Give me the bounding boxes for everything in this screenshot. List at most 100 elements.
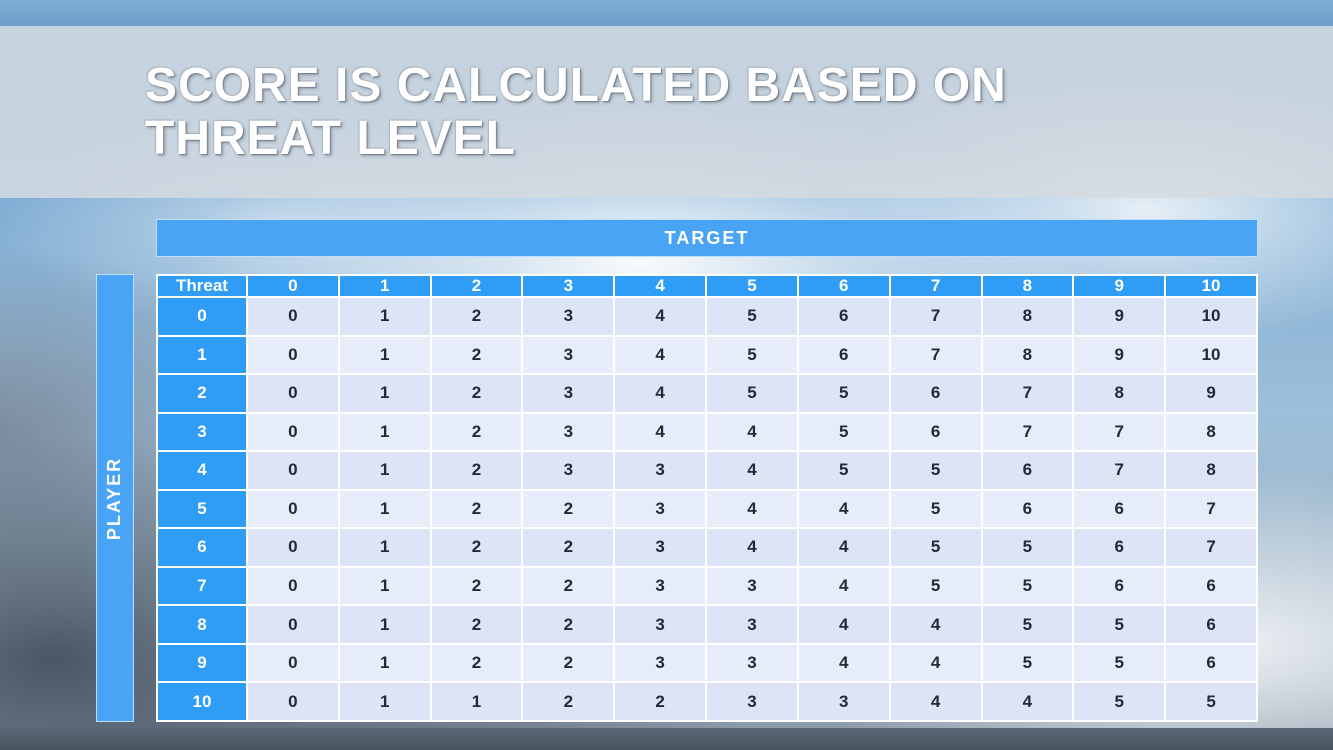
slide-title: SCORE IS CALCULATED BASED ON THREAT LEVE…	[145, 59, 1007, 165]
matrix-cell-r9-c1: 1	[337, 642, 432, 684]
matrix-cell-r0-c1: 1	[337, 296, 432, 337]
matrix-cell-r6-c7: 5	[888, 527, 983, 568]
matrix-cell-r0-c0: 0	[246, 296, 340, 337]
matrix-cell-r6-c8: 5	[980, 527, 1075, 568]
matrix-cell-r8-c3: 2	[521, 604, 616, 645]
matrix-cell-r5-c5: 4	[705, 488, 799, 530]
matrix-cell-r6-c9: 6	[1072, 527, 1167, 568]
matrix-cell-r4-c9: 7	[1072, 450, 1167, 491]
matrix-cell-r10-c4: 2	[613, 681, 708, 722]
matrix-col-header-0: 0	[246, 274, 340, 298]
matrix-col-header-4: 4	[613, 274, 708, 298]
score-matrix-table: Threat 0 1 2 3 4 5 6 7 8 9 10 0 0 1 2 3 4 5 6 7 8 9 10 1 0 1 2 3 4 5 6 7…	[156, 274, 1258, 722]
matrix-row-header-10: 10	[156, 681, 248, 722]
matrix-cell-r8-c10: 6	[1164, 604, 1258, 645]
matrix-row-header-4: 4	[156, 450, 248, 491]
matrix-cell-r10-c5: 3	[705, 681, 799, 722]
bottom-strip	[0, 728, 1333, 750]
matrix-cell-r3-c0: 0	[246, 411, 340, 453]
matrix-cell-r4-c6: 5	[796, 450, 891, 491]
matrix-cell-r10-c8: 4	[980, 681, 1075, 722]
matrix-cell-r3-c10: 8	[1164, 411, 1258, 453]
matrix-cell-r8-c5: 3	[705, 604, 799, 645]
matrix-cell-r5-c4: 3	[613, 488, 708, 530]
matrix-row-header-1: 1	[156, 334, 248, 376]
matrix-row-header-9: 9	[156, 642, 248, 684]
matrix-cell-r2-c8: 7	[980, 373, 1075, 414]
matrix-cell-r0-c4: 4	[613, 296, 708, 337]
matrix-cell-r10-c3: 2	[521, 681, 616, 722]
matrix-cell-r6-c10: 7	[1164, 527, 1258, 568]
matrix-row-header-3: 3	[156, 411, 248, 453]
matrix-cell-r0-c2: 2	[429, 296, 524, 337]
matrix-cell-r9-c8: 5	[980, 642, 1075, 684]
matrix-cell-r3-c9: 7	[1072, 411, 1167, 453]
matrix-cell-r7-c1: 1	[337, 565, 432, 607]
matrix-cell-r7-c3: 2	[521, 565, 616, 607]
matrix-cell-r3-c2: 2	[429, 411, 524, 453]
matrix-cell-r5-c10: 7	[1164, 488, 1258, 530]
matrix-cell-r3-c6: 5	[796, 411, 891, 453]
matrix-row-header-5: 5	[156, 488, 248, 530]
matrix-cell-r2-c1: 1	[337, 373, 432, 414]
matrix-cell-r5-c3: 2	[521, 488, 616, 530]
matrix-cell-r9-c4: 3	[613, 642, 708, 684]
matrix-row-header-7: 7	[156, 565, 248, 607]
matrix-cell-r3-c3: 3	[521, 411, 616, 453]
matrix-cell-r8-c0: 0	[246, 604, 340, 645]
matrix-cell-r10-c7: 4	[888, 681, 983, 722]
matrix-cell-r10-c0: 0	[246, 681, 340, 722]
matrix-cell-r1-c8: 8	[980, 334, 1075, 376]
matrix-cell-r4-c8: 6	[980, 450, 1075, 491]
matrix-cell-r2-c7: 6	[888, 373, 983, 414]
matrix-cell-r10-c2: 1	[429, 681, 524, 722]
matrix-cell-r3-c1: 1	[337, 411, 432, 453]
matrix-cell-r6-c0: 0	[246, 527, 340, 568]
matrix-cell-r8-c2: 2	[429, 604, 524, 645]
matrix-cell-r5-c0: 0	[246, 488, 340, 530]
matrix-cell-r7-c10: 6	[1164, 565, 1258, 607]
matrix-row-header-6: 6	[156, 527, 248, 568]
matrix-cell-r2-c5: 5	[705, 373, 799, 414]
top-strip	[0, 0, 1333, 26]
matrix-cell-r9-c2: 2	[429, 642, 524, 684]
matrix-row-1: 1 0 1 2 3 4 5 6 7 8 9 10	[156, 334, 1258, 376]
matrix-cell-r0-c9: 9	[1072, 296, 1167, 337]
matrix-cell-r3-c8: 7	[980, 411, 1075, 453]
matrix-col-header-1: 1	[337, 274, 432, 298]
matrix-cell-r9-c0: 0	[246, 642, 340, 684]
matrix-cell-r6-c6: 4	[796, 527, 891, 568]
matrix-header-row: Threat 0 1 2 3 4 5 6 7 8 9 10	[156, 274, 1258, 298]
matrix-cell-r8-c7: 4	[888, 604, 983, 645]
matrix-cell-r0-c8: 8	[980, 296, 1075, 337]
matrix-col-header-2: 2	[429, 274, 524, 298]
matrix-cell-r0-c5: 5	[705, 296, 799, 337]
matrix-cell-r2-c6: 5	[796, 373, 891, 414]
matrix-row-header-8: 8	[156, 604, 248, 645]
matrix-cell-r4-c2: 2	[429, 450, 524, 491]
matrix-cell-r10-c9: 5	[1072, 681, 1167, 722]
title-banner: SCORE IS CALCULATED BASED ON THREAT LEVE…	[0, 26, 1333, 198]
matrix-cell-r7-c5: 3	[705, 565, 799, 607]
matrix-cell-r7-c6: 4	[796, 565, 891, 607]
matrix-cell-r2-c10: 9	[1164, 373, 1258, 414]
matrix-cell-r8-c8: 5	[980, 604, 1075, 645]
matrix-cell-r1-c2: 2	[429, 334, 524, 376]
matrix-cell-r5-c9: 6	[1072, 488, 1167, 530]
matrix-col-header-5: 5	[705, 274, 799, 298]
matrix-cell-r6-c3: 2	[521, 527, 616, 568]
matrix-cell-r9-c9: 5	[1072, 642, 1167, 684]
matrix-cell-r9-c7: 4	[888, 642, 983, 684]
matrix-cell-r9-c10: 6	[1164, 642, 1258, 684]
matrix-cell-r7-c0: 0	[246, 565, 340, 607]
player-axis-header: PLAYER	[96, 274, 134, 722]
title-line-1: SCORE IS CALCULATED BASED ON	[145, 59, 1007, 112]
matrix-cell-r2-c2: 2	[429, 373, 524, 414]
matrix-cell-r4-c7: 5	[888, 450, 983, 491]
